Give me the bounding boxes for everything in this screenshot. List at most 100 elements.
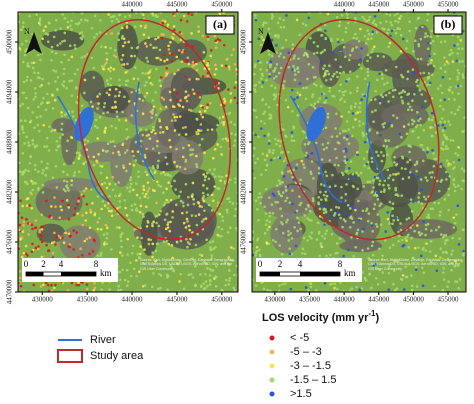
- ps-point: [100, 45, 103, 49]
- ps-point: [366, 37, 370, 41]
- ps-point: [72, 248, 75, 251]
- ps-point: [421, 284, 425, 288]
- ps-point: [265, 219, 269, 222]
- ps-point: [390, 23, 394, 27]
- ps-point: [275, 142, 278, 146]
- ps-point: [269, 114, 273, 117]
- top-tick-label: 450000: [211, 1, 233, 9]
- ps-point: [298, 33, 302, 37]
- ps-point: [62, 188, 66, 191]
- ps-point: [221, 137, 225, 141]
- ps-point: [145, 173, 149, 177]
- ps-point: [279, 52, 282, 56]
- ps-point: [286, 164, 289, 167]
- ps-point: [136, 77, 140, 81]
- ps-point: [314, 141, 318, 145]
- ps-point: [365, 150, 369, 154]
- ps-point: [19, 28, 23, 32]
- ps-point: [367, 18, 371, 22]
- ps-point: [51, 106, 55, 110]
- ps-point: [457, 264, 460, 267]
- ps-point: [400, 238, 404, 242]
- ps-point: [388, 187, 391, 190]
- ps-point: [306, 142, 310, 146]
- ps-point: [408, 150, 411, 154]
- ps-point: [261, 23, 265, 27]
- ps-point: [254, 251, 258, 255]
- ps-point: [29, 119, 33, 123]
- ps-point: [461, 74, 465, 77]
- ps-point: [65, 86, 69, 90]
- ps-point: [155, 46, 158, 49]
- ps-point: [290, 88, 294, 92]
- ps-point: [61, 40, 64, 43]
- ps-point: [253, 176, 257, 180]
- ps-point: [351, 134, 354, 138]
- ps-point: [267, 105, 271, 109]
- legend: River Study area LOS velocity (mm yr-1) …: [57, 309, 380, 400]
- ps-point: [129, 182, 133, 186]
- ps-point: [304, 286, 308, 289]
- ps-point: [376, 198, 380, 201]
- left-tick-label: 4476000: [240, 229, 248, 254]
- ps-point: [407, 262, 410, 266]
- ps-point: [450, 268, 453, 272]
- ps-point: [190, 32, 193, 35]
- ps-point: [443, 234, 446, 237]
- ps-point: [40, 213, 44, 217]
- ps-point: [138, 97, 141, 101]
- ps-point: [121, 53, 125, 57]
- ps-point: [210, 128, 214, 131]
- ps-point: [345, 183, 348, 186]
- ps-point: [272, 93, 276, 96]
- ps-point: [85, 202, 89, 206]
- ps-point: [387, 271, 391, 275]
- ps-point: [216, 143, 219, 146]
- ps-point: [169, 40, 172, 44]
- ps-point: [262, 38, 265, 42]
- ps-point: [48, 125, 51, 129]
- ps-point: [28, 14, 31, 18]
- terrain: [97, 85, 130, 114]
- ps-point: [34, 246, 38, 250]
- ps-point: [442, 108, 445, 111]
- ps-point: [220, 227, 224, 231]
- ps-point: [427, 72, 431, 75]
- ps-point: [400, 194, 403, 197]
- terrain: [59, 225, 101, 262]
- ps-point: [375, 31, 379, 34]
- study-area: [77, 19, 232, 241]
- ps-point: [337, 40, 340, 44]
- ps-point: [430, 118, 434, 122]
- ps-point: [162, 203, 166, 207]
- ps-point: [291, 43, 295, 46]
- ps-point: [140, 236, 143, 240]
- ps-point: [26, 197, 30, 200]
- ps-point: [410, 284, 414, 288]
- ps-point: [401, 37, 405, 41]
- ps-point: [54, 283, 57, 287]
- terrain: [381, 103, 429, 129]
- ps-point: [366, 247, 370, 250]
- ps-point: [271, 239, 275, 242]
- ps-point: [173, 129, 177, 132]
- ps-point: [38, 19, 42, 22]
- ps-point: [393, 13, 397, 17]
- ps-point: [83, 54, 87, 58]
- ps-point: [268, 148, 271, 152]
- ps-point: [437, 225, 441, 229]
- ps-point: [355, 231, 359, 235]
- ps-point: [340, 13, 344, 17]
- ps-point: [344, 26, 348, 30]
- ps-point: [141, 262, 145, 265]
- ps-point: [277, 289, 281, 292]
- ps-point: [167, 242, 171, 246]
- ps-point: [201, 75, 205, 78]
- ps-point: [85, 237, 89, 241]
- ps-point: [427, 117, 431, 121]
- ps-point: [130, 114, 134, 117]
- ps-point: [395, 145, 399, 149]
- ps-point: [287, 229, 290, 233]
- ps-point: [257, 218, 260, 222]
- ps-point: [72, 174, 76, 177]
